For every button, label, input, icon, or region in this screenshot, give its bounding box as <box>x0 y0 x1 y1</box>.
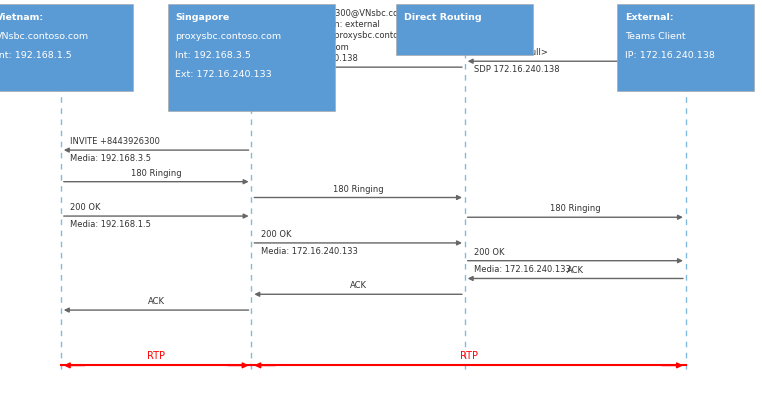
Text: 200 OK: 200 OK <box>474 248 504 257</box>
Text: INVITE +8443926300: INVITE +8443926300 <box>70 137 160 146</box>
Text: ACK: ACK <box>567 265 584 275</box>
Text: 200 OK: 200 OK <box>261 230 291 239</box>
Text: Singapore: Singapore <box>175 13 229 22</box>
Text: RTP: RTP <box>147 351 165 361</box>
Text: ACK: ACK <box>148 297 165 306</box>
Text: Vietnam:: Vietnam: <box>0 13 44 22</box>
Text: SDP 172.16.240.138: SDP 172.16.240.138 <box>474 65 559 74</box>
Text: External:: External: <box>625 13 674 22</box>
FancyBboxPatch shape <box>617 4 754 91</box>
Text: Media: 192.168.1.5: Media: 192.168.1.5 <box>70 220 151 229</box>
Text: 180 Ringing: 180 Ringing <box>550 204 600 213</box>
Text: 200 OK: 200 OK <box>70 203 101 212</box>
Text: VNsbc.contoso.com: VNsbc.contoso.com <box>0 32 89 41</box>
Text: Media: 192.168.3.5: Media: 192.168.3.5 <box>70 154 151 163</box>
Text: Int: 192.168.1.5: Int: 192.168.1.5 <box>0 51 72 60</box>
Text: Media: 172.16.240.133: Media: 172.16.240.133 <box>474 265 571 274</box>
FancyBboxPatch shape <box>396 4 533 55</box>
Text: proxysbc.contoso.com: proxysbc.contoso.com <box>175 32 281 41</box>
Text: Ext: 172.16.240.133: Ext: 172.16.240.133 <box>175 70 272 79</box>
Text: 180 Ringing: 180 Ringing <box>333 184 383 194</box>
FancyBboxPatch shape <box>168 4 335 111</box>
Text: Teams Client: Teams Client <box>625 32 686 41</box>
Text: INVITE +8443926300@VNsbc.contoso.com
X-MS-UserLocation: external
X-MS-MediaPath:: INVITE +8443926300@VNsbc.contoso.com X-M… <box>261 8 441 63</box>
Text: Int: 192.168.3.5: Int: 192.168.3.5 <box>175 51 251 60</box>
Text: Direct Routing: Direct Routing <box>404 13 482 22</box>
Text: 180 Ringing: 180 Ringing <box>131 169 181 178</box>
Text: RTP: RTP <box>459 351 478 361</box>
Text: ACK: ACK <box>350 281 367 290</box>
FancyBboxPatch shape <box>0 4 133 91</box>
Text: IP: 172.16.240.138: IP: 172.16.240.138 <box>625 51 715 60</box>
Text: Media: 172.16.240.133: Media: 172.16.240.133 <box>261 247 357 256</box>
Text: UserSiteID<null>: UserSiteID<null> <box>474 48 548 57</box>
